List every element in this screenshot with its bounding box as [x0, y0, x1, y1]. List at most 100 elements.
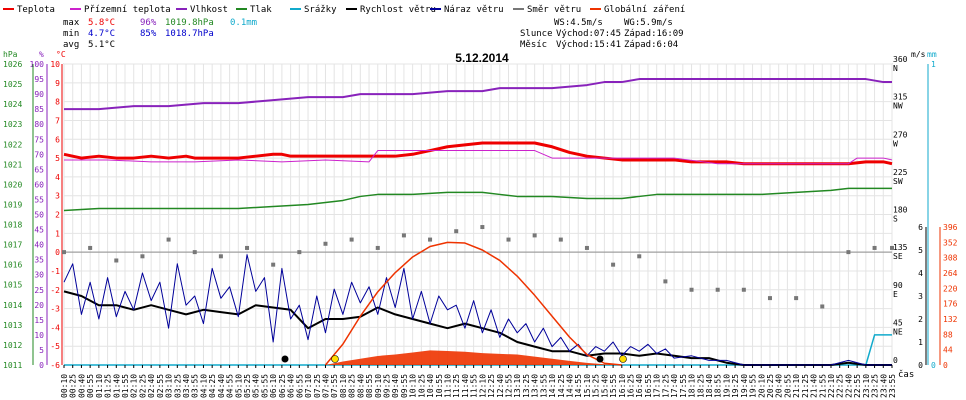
stats-max-temp: 5.8°C	[88, 18, 115, 28]
axis-ms-tick: 4	[918, 269, 923, 278]
x-tick-label: 21:10	[792, 374, 801, 398]
smer-vetru-point	[872, 245, 877, 250]
x-tick-label: 03:40	[182, 374, 191, 398]
axis-celsius-tick: -3	[50, 305, 60, 314]
smer-vetru-point	[218, 254, 223, 259]
info-moon-set: Západ:6:04	[624, 40, 678, 50]
vlhkost-line	[64, 78, 892, 111]
x-tick-label: 02:40	[147, 374, 156, 398]
axis-ms-tick: 2	[918, 315, 923, 324]
x-tick-label: 22:10	[827, 374, 836, 398]
axis-hpa-tick: 1018	[3, 221, 22, 230]
axis-direction-tick: 270	[893, 130, 908, 139]
axis-percent-tick: 45	[34, 226, 44, 235]
axis-percent-tick: 35	[34, 256, 44, 265]
axis-percent-title: %	[39, 50, 44, 59]
axis-ms-tick: 3	[918, 292, 923, 301]
legend-label: Rychlost větru	[360, 5, 436, 15]
axis-hpa-tick: 1022	[3, 140, 22, 149]
x-tick-label: 03:25	[173, 374, 182, 398]
x-tick-label: 14:55	[574, 374, 583, 398]
axis-direction-tick: W	[893, 139, 898, 148]
axis-ms-tick: 6	[918, 223, 923, 232]
smer-vetru-point	[271, 262, 276, 267]
axis-radiation-tick: 396	[943, 223, 958, 232]
axis-direction-tick: N	[893, 64, 898, 73]
x-tick-label: 07:25	[313, 374, 322, 398]
x-tick-label: 09:10	[374, 374, 383, 398]
smer-vetru-point	[140, 254, 145, 259]
axis-hpa-tick: 1014	[3, 301, 22, 310]
axis-celsius-tick: -6	[50, 361, 60, 370]
axis-radiation-tick: 308	[943, 254, 958, 263]
x-tick-label: 03:55	[191, 374, 200, 398]
x-tick-label: 00:40	[77, 374, 86, 398]
x-tick-label: 04:25	[208, 374, 217, 398]
x-tick-label: 08:40	[356, 374, 365, 398]
smer-vetru-point	[88, 245, 93, 250]
stats-max-hum: 96%	[140, 18, 157, 28]
axis-radiation-tick: 44	[943, 346, 953, 355]
x-tick-label: 00:25	[69, 374, 78, 398]
naraz-vetru-line	[63, 254, 892, 366]
tlak-line	[63, 187, 892, 212]
sunrise-marker	[331, 355, 339, 363]
x-tick-label: 13:55	[539, 374, 548, 398]
legend-label: Směr větru	[527, 5, 581, 15]
axis-celsius-title: °C	[56, 50, 66, 59]
x-tick-label: 11:10	[443, 374, 452, 398]
legend-label: Náraz větru	[444, 5, 504, 15]
smer-vetru-point	[794, 296, 799, 301]
x-tick-label: 04:40	[217, 374, 226, 398]
smer-vetru-point	[558, 237, 563, 242]
prizemni-teplota-line	[64, 150, 893, 165]
info-sun-set: Západ:16:09	[624, 29, 684, 39]
x-tick-label: 14:25	[557, 374, 566, 398]
x-tick-label: 06:40	[287, 374, 296, 398]
x-tick-label: 10:55	[435, 374, 444, 398]
axis-celsius-tick: -2	[50, 286, 60, 295]
x-tick-label: 05:55	[260, 374, 269, 398]
axis-percent-tick: 10	[34, 331, 44, 340]
axis-radiation-tick: 264	[943, 269, 958, 278]
globalni-zareni-area	[325, 350, 622, 365]
x-tick-label: 02:25	[138, 374, 147, 398]
axis-celsius-tick: 6	[55, 135, 60, 144]
axis-celsius-tick: 2	[55, 211, 60, 220]
axis-celsius-tick: -5	[50, 342, 60, 351]
smer-vetru-point	[663, 279, 668, 284]
axis-ms-tick: 5	[918, 246, 923, 255]
axis-percent-tick: 20	[34, 301, 44, 310]
x-tick-label: 20:40	[775, 374, 784, 398]
x-tick-label: 16:25	[627, 374, 636, 398]
smer-vetru-point	[428, 237, 433, 242]
x-tick-label: 15:25	[592, 374, 601, 398]
smer-vetru-point	[245, 245, 250, 250]
x-tick-label: 09:40	[391, 374, 400, 398]
x-tick-label: 09:55	[400, 374, 409, 398]
info-panel: WS:4.5m/s WG:5.9m/s Slunce Východ:07:45 …	[520, 18, 684, 50]
legend-label: Vlhkost	[190, 5, 228, 15]
legend-label: Teplota	[17, 5, 55, 15]
axis-celsius-tick: -1	[50, 267, 60, 276]
x-tick-label: 01:10	[95, 374, 104, 398]
x-tick-label: 10:25	[417, 374, 426, 398]
axis-radiation-tick: 352	[943, 238, 958, 247]
axis-celsius-tick: 9	[55, 79, 60, 88]
x-tick-label: 10:10	[409, 374, 418, 398]
axis-radiation-tick: 0	[943, 361, 948, 370]
axis-radiation-tick: 220	[943, 284, 958, 293]
axis-celsius-tick: 4	[55, 173, 60, 182]
x-axis-ticks: 00:10 00:25 00:40 00:55 01:10 01:25 01:40 01:55…	[60, 365, 897, 398]
x-tick-label: 16:10	[618, 374, 627, 398]
legend-label: Srážky	[304, 5, 337, 15]
axis-hpa-tick: 1013	[3, 321, 22, 330]
info-ws: WS:4.5m/s	[554, 18, 603, 28]
axis-hpa-tick: 1026	[3, 60, 22, 69]
stats-min-hum: 85%	[140, 29, 157, 39]
axis-hpa-tick: 1020	[3, 180, 22, 189]
x-tick-label: 04:10	[199, 374, 208, 398]
x-tick-label: 12:10	[478, 374, 487, 398]
x-tick-label: 15:40	[600, 374, 609, 398]
